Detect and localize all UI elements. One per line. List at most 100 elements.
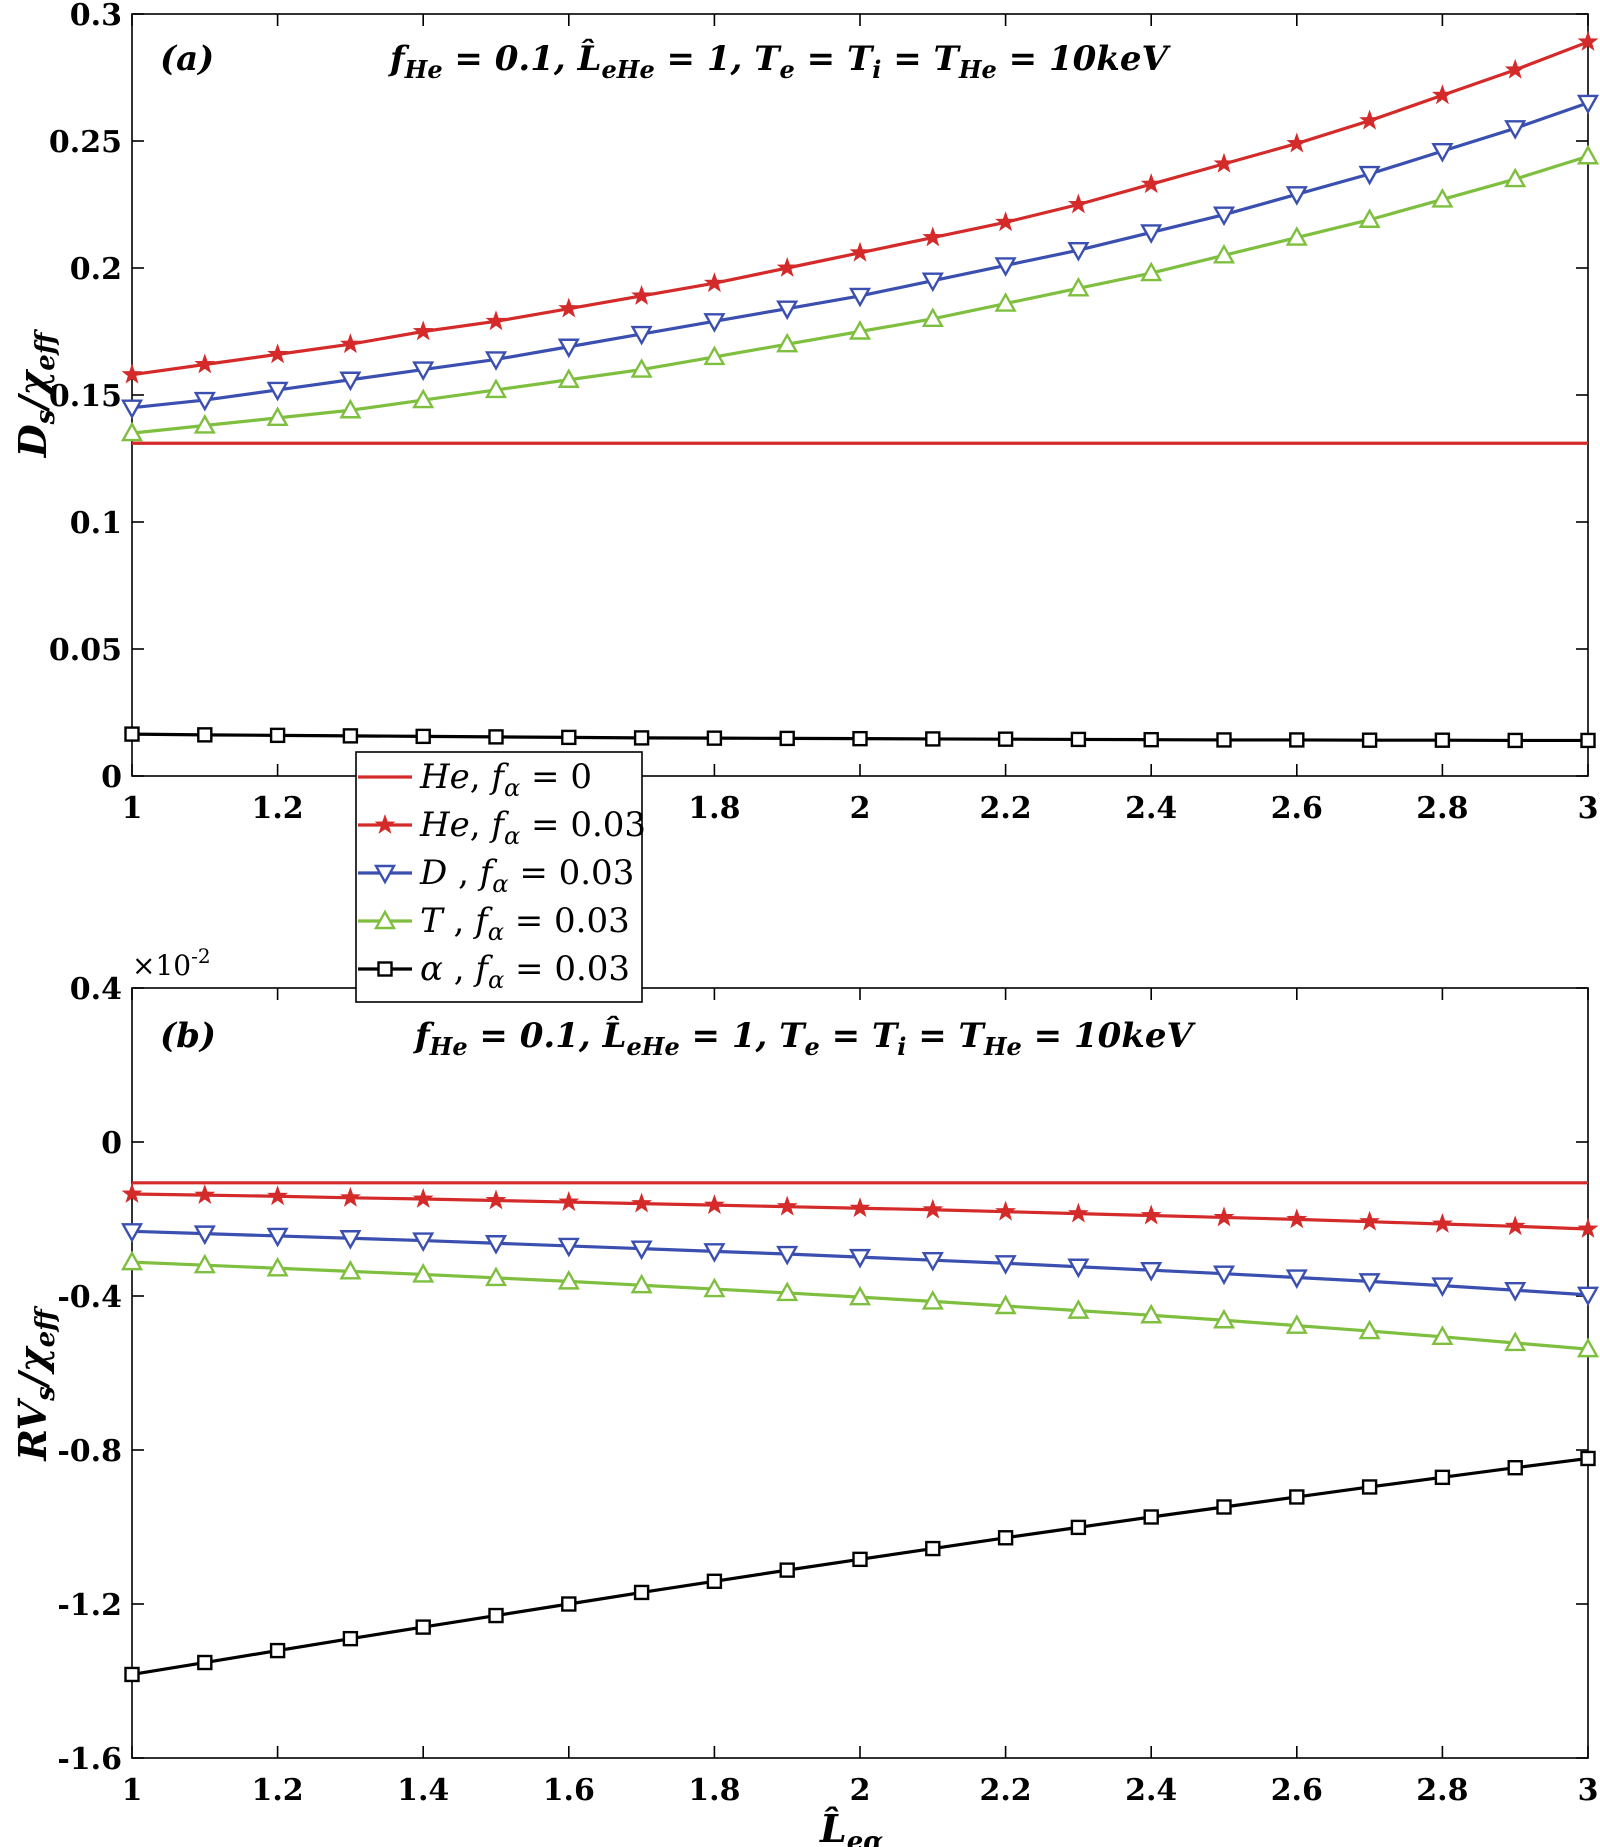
data-point-b-3: [630, 1273, 653, 1294]
data-point-a-2: [1140, 224, 1163, 244]
y-tick-label: 0.25: [49, 125, 122, 160]
x-tick-label: 1.8: [688, 1773, 740, 1808]
data-point-a-4: [706, 730, 723, 746]
data-point-a-3: [339, 398, 362, 419]
data-point-b-3: [557, 1269, 580, 1290]
x-tick-label: 2.8: [1416, 791, 1468, 826]
data-point-a-4: [269, 727, 286, 744]
data-point-a-4: [1143, 731, 1159, 748]
data-point-a-4: [488, 729, 504, 745]
data-point-a-4: [925, 731, 941, 747]
legend-entry-0: He, fα = 0: [358, 757, 592, 802]
data-point-b-3: [339, 1259, 362, 1280]
legend-entry-1: He, fα = 0.03: [358, 805, 646, 850]
x-tick-label: 2: [850, 1773, 871, 1808]
data-point-b-4: [1580, 1450, 1596, 1467]
data-point-a-3: [703, 345, 726, 366]
data-point-b-4: [561, 1596, 577, 1612]
data-point-b-4: [1070, 1519, 1087, 1536]
data-point-a-3: [776, 332, 799, 353]
series-b-3: [120, 1250, 1600, 1358]
data-point-a-3: [994, 292, 1017, 312]
data-point-b-3: [1576, 1337, 1600, 1358]
legend-label: T , fα = 0.03: [420, 901, 630, 946]
panel-a: 11.21.41.61.822.22.42.62.8300.050.10.150…: [10, 0, 1600, 826]
x-tick-label: 1: [122, 1773, 143, 1808]
data-point-a-2: [1212, 206, 1236, 227]
panel-a-series: [120, 30, 1600, 749]
series-a-2: [120, 94, 1600, 420]
data-point-b-2: [994, 1255, 1017, 1275]
data-point-a-2: [776, 300, 799, 321]
y-tick-label: 0.4: [70, 972, 122, 1007]
data-point-b-3: [193, 1253, 216, 1274]
y-tick-label: 0.05: [49, 633, 122, 668]
data-point-a-3: [921, 307, 944, 327]
data-point-a-3: [1212, 243, 1236, 264]
y-tick-label: 0.1: [70, 506, 122, 541]
data-point-a-4: [342, 728, 359, 744]
x-tick-label: 3: [1578, 1773, 1599, 1808]
data-point-b-3: [412, 1262, 435, 1283]
data-point-b-3: [703, 1277, 726, 1298]
x-tick-label: 1.6: [543, 1773, 595, 1808]
data-point-b-4: [269, 1642, 286, 1659]
data-point-a-4: [1580, 732, 1596, 749]
data-point-a-3: [1504, 167, 1527, 188]
data-point-a-4: [633, 730, 650, 746]
data-point-a-3: [266, 406, 289, 427]
data-point-a-4: [1289, 732, 1305, 748]
data-point-a-2: [703, 313, 726, 333]
x-tick-label: 1.2: [251, 1773, 303, 1808]
y-tick-label: -0.8: [57, 1434, 122, 1469]
x-tick-label: 2.2: [979, 1773, 1031, 1808]
data-point-b-2: [630, 1240, 653, 1261]
legend-entry-3: T , fα = 0.03: [358, 901, 630, 946]
y-tick-label: 0.2: [70, 252, 122, 287]
panel-a-label: (a): [160, 39, 214, 79]
x-tick-label: 2.6: [1271, 791, 1323, 826]
data-point-a-2: [1067, 242, 1090, 262]
legend-label: He, fα = 0.03: [419, 805, 646, 850]
data-point-b-3: [994, 1294, 1017, 1315]
data-point-b-4: [925, 1540, 941, 1557]
y-tick-label: -0.4: [57, 1280, 122, 1315]
data-point-b-3: [1431, 1325, 1454, 1346]
data-point-a-2: [266, 381, 289, 402]
data-point-a-4: [1361, 732, 1378, 748]
panel-b-xlabel: L̂eα: [819, 1806, 883, 1847]
data-point-a-2: [1504, 120, 1527, 140]
data-point-b-2: [1285, 1269, 1308, 1289]
y-tick-label: 0.15: [49, 379, 122, 414]
data-point-b-2: [1576, 1286, 1600, 1307]
data-point-b-3: [776, 1281, 799, 1302]
data-point-a-3: [484, 378, 508, 399]
data-point-a-3: [848, 320, 872, 340]
data-point-b-3: [120, 1250, 144, 1271]
data-point-a-4: [1070, 731, 1087, 748]
data-point-b-4: [997, 1530, 1014, 1546]
data-point-b-3: [848, 1285, 872, 1306]
data-point-b-3: [1285, 1314, 1308, 1334]
data-point-b-4: [124, 1666, 140, 1683]
legend-label: α , fα = 0.03: [420, 949, 630, 994]
panel-b-multiplier: ×10-2: [132, 944, 211, 982]
panel-b-label: (b): [160, 1016, 216, 1056]
data-point-b-2: [776, 1245, 799, 1266]
data-point-b-4: [1216, 1499, 1232, 1515]
x-tick-label: 2.6: [1271, 1773, 1323, 1808]
data-point-a-3: [1576, 144, 1600, 165]
series-b-2: [120, 1223, 1600, 1307]
x-tick-label: 2.8: [1416, 1773, 1468, 1808]
data-point-b-4: [1143, 1509, 1159, 1525]
legend-label: D , fα = 0.03: [419, 853, 634, 898]
data-point-a-2: [1576, 94, 1600, 115]
data-point-a-4: [1434, 732, 1451, 748]
data-point-b-4: [415, 1619, 431, 1635]
data-point-a-4: [415, 728, 431, 745]
data-point-a-2: [193, 391, 216, 412]
data-point-a-4: [852, 730, 868, 747]
data-point-a-2: [339, 371, 362, 392]
legend-swatch-marker: [373, 864, 397, 885]
data-point-a-2: [848, 287, 872, 308]
